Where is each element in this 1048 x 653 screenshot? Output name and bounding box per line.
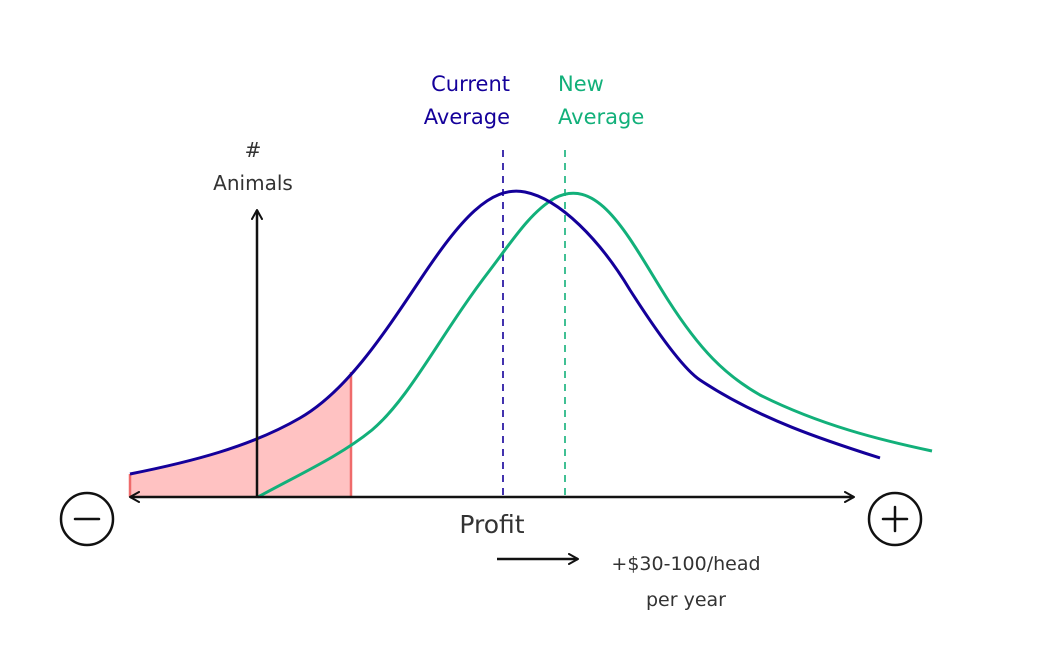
shift-label-line1: +$30-100/head <box>611 553 760 575</box>
current-average-label-line2: Average <box>424 105 510 129</box>
x-axis-label: Profit <box>459 510 524 539</box>
minus-circle-icon <box>59 491 115 547</box>
loss-region <box>130 372 351 497</box>
y-axis-label-line1: # <box>245 138 262 162</box>
plus-circle-icon <box>867 491 923 547</box>
current-average-label-line1: Current <box>431 72 510 96</box>
new-average-label-line2: Average <box>558 105 644 129</box>
new-distribution-curve <box>257 191 933 499</box>
new-average-label-line1: New <box>558 72 604 96</box>
shift-label-line2: per year <box>646 589 726 611</box>
y-axis-label-line2: Animals <box>213 171 293 195</box>
current-distribution-curve <box>129 189 881 476</box>
